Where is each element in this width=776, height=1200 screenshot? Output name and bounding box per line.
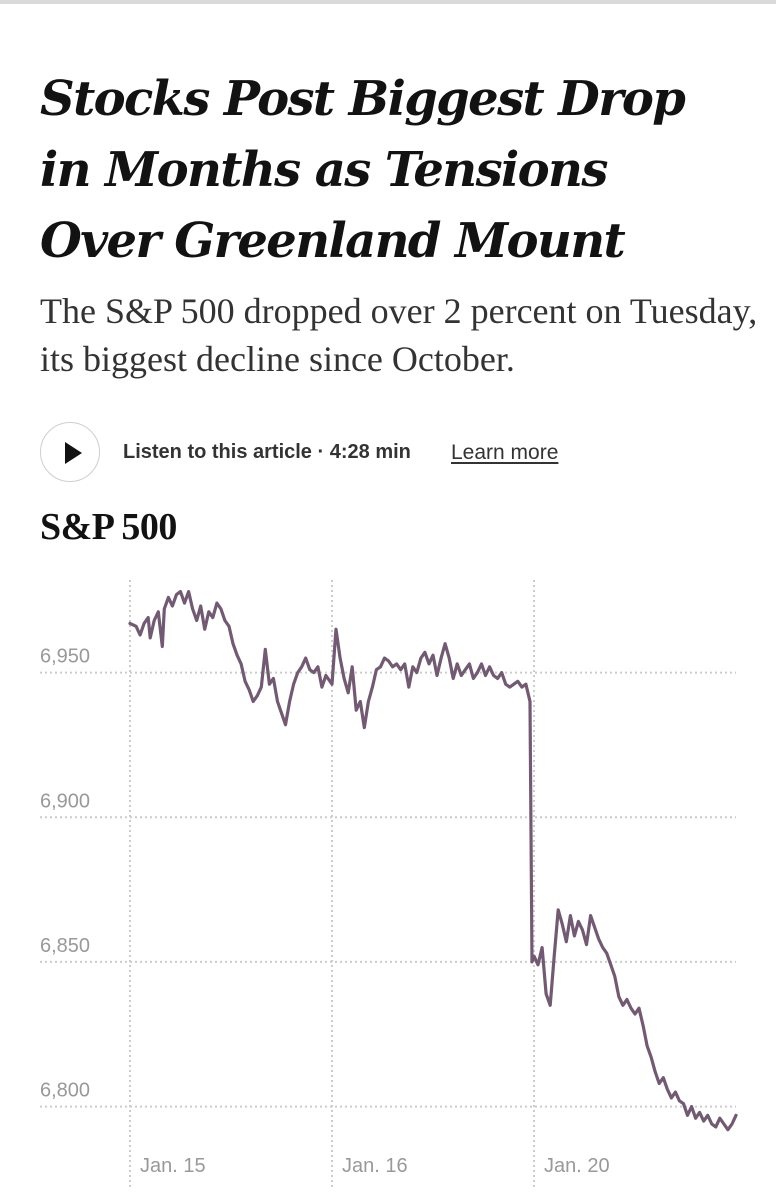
x-tick-labels: Jan. 15 Jan. 16 Jan. 20 xyxy=(140,1155,610,1177)
y-gridlines xyxy=(40,671,736,1108)
audio-separator: · xyxy=(317,441,325,463)
article-summary: The S&P 500 dropped over 2 percent on Tu… xyxy=(40,291,758,379)
y-tick-label: 6,800 xyxy=(40,1080,90,1102)
audio-listen-label: Listen to this article xyxy=(123,441,312,463)
x-tick-label: Jan. 15 xyxy=(140,1155,206,1177)
x-tick-label: Jan. 16 xyxy=(342,1155,408,1177)
top-divider xyxy=(0,0,776,4)
x-tick-label: Jan. 20 xyxy=(544,1155,610,1177)
audio-label-group: Listen to this article · 4:28 min xyxy=(123,441,411,464)
y-tick-label: 6,850 xyxy=(40,935,90,957)
play-icon xyxy=(65,442,82,464)
play-button[interactable] xyxy=(40,422,100,482)
chart-title: S&P 500 xyxy=(40,506,177,548)
series-group xyxy=(128,590,738,1132)
series-line xyxy=(128,590,738,1132)
y-tick-labels: 6,800 6,850 6,900 6,950 xyxy=(40,646,90,1102)
audio-player: Listen to this article · 4:28 min Learn … xyxy=(40,422,740,486)
y-tick-label: 6,950 xyxy=(40,646,90,668)
audio-duration: 4:28 min xyxy=(329,441,411,463)
learn-more-link[interactable]: Learn more xyxy=(451,441,559,464)
article-headline: Stocks Post Biggest Drop in Months as Te… xyxy=(40,71,686,269)
y-tick-label: 6,900 xyxy=(40,790,90,812)
